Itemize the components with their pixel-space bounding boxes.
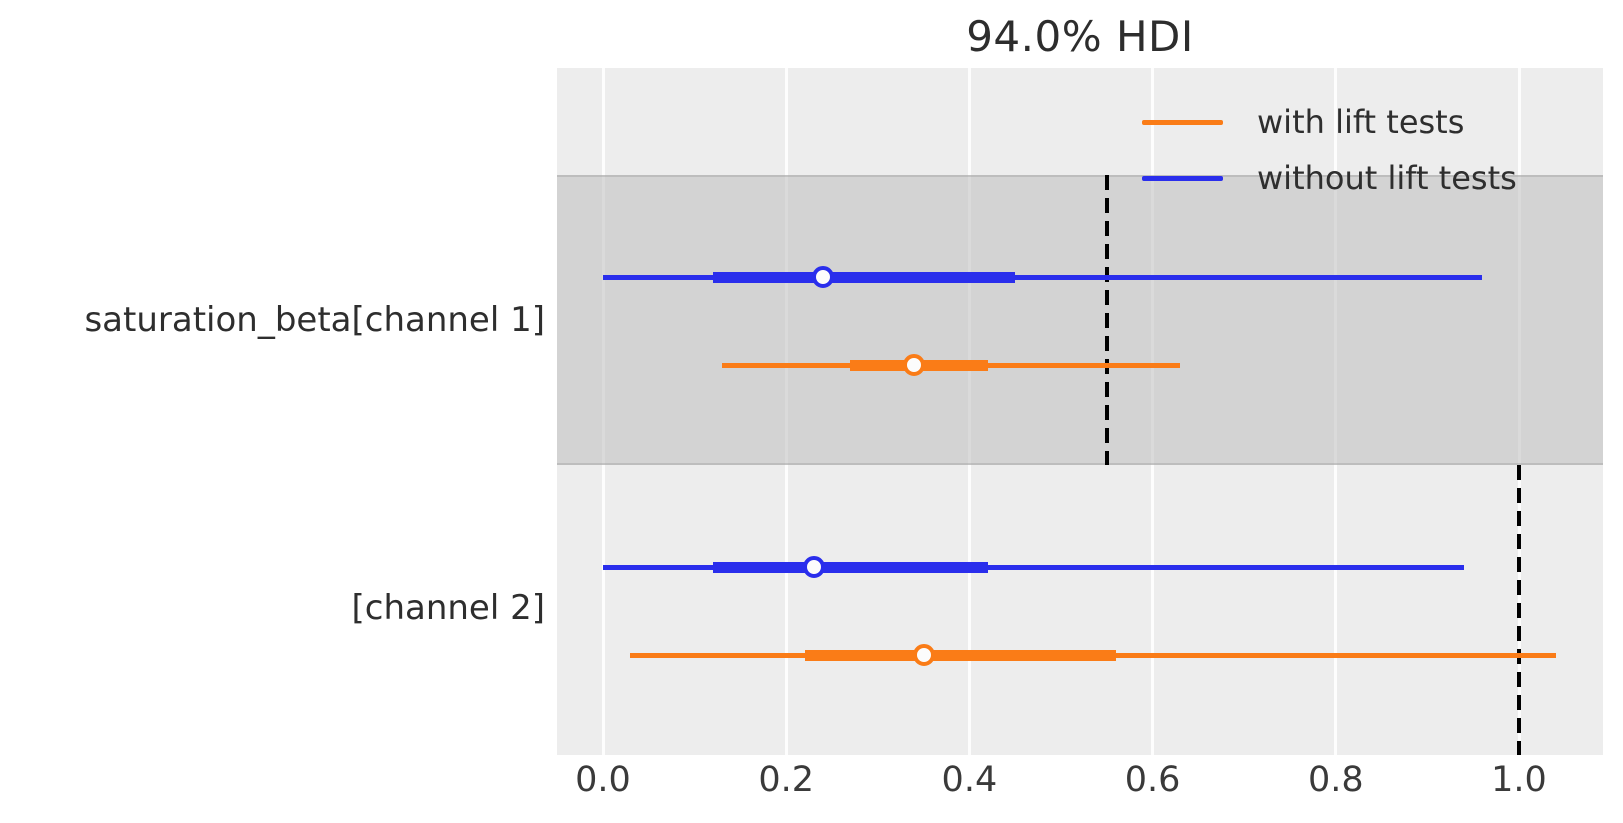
x-tick-label: 0.2 [758, 760, 815, 800]
x-tick-label: 0.8 [1307, 760, 1364, 800]
highlight-band-saturation_beta[channel 1] [557, 175, 1603, 465]
median-marker-with lift tests [903, 354, 926, 376]
legend-line-without-lift-tests [1142, 175, 1223, 181]
legend-item-with-lift-tests: with lift tests [1142, 94, 1517, 150]
median-marker-without lift tests [811, 266, 834, 288]
y-tick-label-channel-1: saturation_beta[channel 1] [84, 300, 545, 340]
median-marker-with lift tests [912, 644, 935, 666]
x-tick-label: 0.0 [575, 760, 631, 800]
legend: with lift tests without lift tests [1142, 94, 1517, 206]
legend-label: without lift tests [1257, 159, 1517, 197]
legend-label: with lift tests [1257, 103, 1465, 141]
lift-test-reference-line [1517, 465, 1521, 755]
x-tick-label: 0.4 [941, 760, 998, 800]
x-tick-label: 0.6 [1124, 760, 1181, 800]
chart-title: 94.0% HDI [966, 12, 1194, 61]
lift-test-reference-line [1104, 175, 1109, 465]
x-tick-label: 1.0 [1491, 760, 1547, 800]
legend-item-without-lift-tests: without lift tests [1142, 150, 1517, 206]
median-marker-without lift tests [802, 556, 825, 578]
interquartile-line-with lift tests [804, 649, 1116, 661]
hdi-94-line-without lift tests [603, 564, 1465, 570]
plot-area [557, 68, 1603, 755]
interquartile-line-without lift tests [712, 271, 1016, 283]
y-tick-label-channel-2: [channel 2] [351, 588, 545, 628]
legend-line-with-lift-tests [1142, 119, 1223, 125]
interquartile-line-without lift tests [712, 561, 988, 573]
hdi-94-line-without lift tests [603, 274, 1483, 280]
